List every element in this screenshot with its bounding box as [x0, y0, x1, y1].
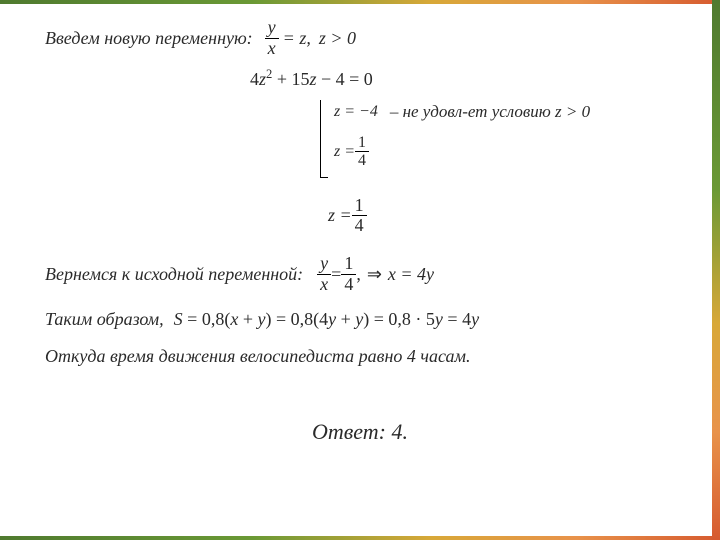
intro-line: Введем новую переменную: y x = z, z > 0: [45, 18, 680, 59]
intro-substitution: y x = z, z > 0: [265, 18, 356, 59]
roots-block: z = −4 – не удовл-ет условию z > 0 z = 1…: [330, 100, 680, 178]
conclusion-text: Откуда время движения велосипедиста равн…: [45, 346, 471, 366]
return-result: x = 4y: [388, 264, 434, 285]
root-2-label: z =: [334, 143, 355, 161]
return-frac-right: 1 4: [341, 254, 356, 295]
border-bottom: [0, 536, 720, 540]
intro-frac: y x: [265, 18, 279, 59]
return-comma: ,: [356, 264, 361, 285]
answer-line: Ответ: 4.: [40, 419, 680, 445]
quadratic-expr: 4z2 + 15z − 4 = 0: [250, 67, 373, 90]
intro-eq: = z,: [283, 28, 311, 49]
border-right: [712, 0, 720, 540]
border-top: [0, 0, 720, 4]
chosen-root-frac: 1 4: [352, 196, 367, 237]
slide-content: Введем новую переменную: y x = z, z > 0 …: [0, 0, 720, 465]
intro-cond: z > 0: [319, 28, 356, 49]
thus-formula: S = 0,8(x + y) = 0,8(4y + y) = 0,8 · 5y …: [174, 309, 479, 330]
answer-text: Ответ: 4.: [312, 419, 408, 444]
return-math: y x = 1 4 , ⇒ x = 4y: [317, 254, 434, 295]
implies-icon: ⇒: [367, 264, 382, 285]
chosen-root-line: z = 1 4: [328, 196, 680, 237]
quadratic-line: 4z2 + 15z − 4 = 0: [250, 67, 680, 90]
return-frac-left: y x: [317, 254, 331, 295]
root-2-frac: 1 4: [355, 134, 369, 170]
chosen-root-label: z =: [328, 205, 352, 226]
root-1-note: – не удовл-ет условию z > 0: [390, 102, 590, 122]
return-eq: =: [331, 264, 341, 285]
return-line: Вернемся к исходной переменной: y x = 1 …: [45, 254, 680, 295]
root-2-line: z = 1 4: [334, 134, 369, 170]
conclusion-line: Откуда время движения велосипедиста равн…: [45, 346, 680, 367]
thus-line: Таким образом, S = 0,8(x + y) = 0,8(4y +…: [45, 309, 680, 330]
return-text: Вернемся к исходной переменной:: [45, 264, 303, 285]
thus-text: Таким образом,: [45, 309, 164, 330]
bracket-icon: [320, 100, 328, 178]
root-1: z = −4: [334, 103, 378, 121]
root-1-line: z = −4 – не удовл-ет условию z > 0: [334, 102, 590, 122]
intro-text: Введем новую переменную:: [45, 28, 253, 49]
